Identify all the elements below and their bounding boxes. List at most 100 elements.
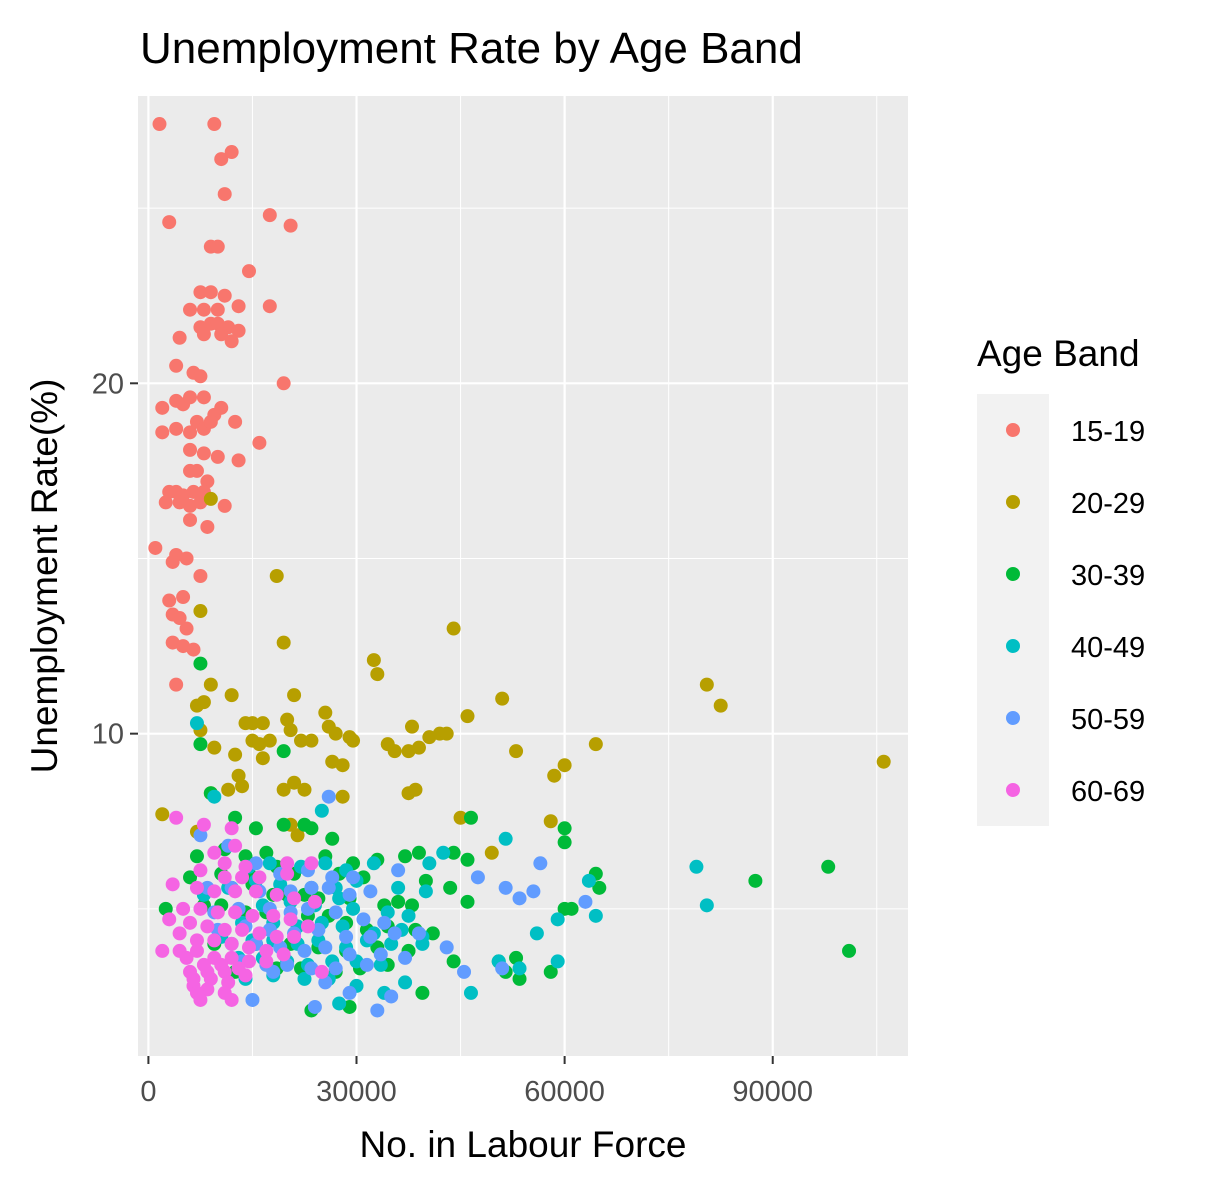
point-30-39 xyxy=(238,849,253,864)
point-20-29 xyxy=(280,712,295,727)
point-60-69 xyxy=(224,992,239,1007)
point-15-19 xyxy=(203,285,218,300)
point-30-39 xyxy=(304,821,319,836)
point-15-19 xyxy=(214,400,229,415)
point-15-19 xyxy=(183,302,198,317)
point-50-59 xyxy=(578,894,593,909)
point-15-19 xyxy=(214,327,229,342)
legend-key-40-49 xyxy=(1006,639,1020,653)
point-30-39 xyxy=(415,985,430,1000)
point-20-29 xyxy=(335,789,350,804)
point-15-19 xyxy=(189,463,204,478)
point-20-29 xyxy=(335,758,350,773)
point-60-69 xyxy=(224,821,239,836)
point-15-19 xyxy=(162,215,177,230)
point-60-69 xyxy=(176,901,191,916)
point-40-49 xyxy=(384,936,399,951)
point-40-49 xyxy=(373,957,388,972)
point-30-39 xyxy=(183,870,198,885)
point-20-29 xyxy=(283,723,298,738)
point-60-69 xyxy=(196,817,211,832)
point-20-29 xyxy=(547,768,562,783)
point-15-19 xyxy=(179,551,194,566)
point-20-29 xyxy=(328,726,343,741)
point-15-19 xyxy=(155,425,170,440)
point-15-19 xyxy=(228,414,243,429)
point-15-19 xyxy=(224,334,239,349)
point-40-49 xyxy=(262,856,277,871)
point-30-39 xyxy=(557,835,572,850)
point-15-19 xyxy=(200,519,215,534)
point-60-69 xyxy=(304,856,319,871)
point-50-59 xyxy=(321,880,336,895)
legend-key-background xyxy=(977,394,1049,826)
point-20-29 xyxy=(370,667,385,682)
point-60-69 xyxy=(217,856,232,871)
data-points xyxy=(148,117,891,1018)
point-20-29 xyxy=(228,747,243,762)
point-50-59 xyxy=(533,856,548,871)
point-20-29 xyxy=(446,621,461,636)
point-40-49 xyxy=(401,908,416,923)
point-15-19 xyxy=(196,446,211,461)
point-20-29 xyxy=(221,782,236,797)
point-60-69 xyxy=(245,908,260,923)
point-20-29 xyxy=(255,751,270,766)
point-60-69 xyxy=(183,915,198,930)
point-60-69 xyxy=(235,870,250,885)
legend-label-60-69: 60-69 xyxy=(1071,776,1145,808)
point-50-59 xyxy=(363,929,378,944)
y-axis-title: Unemployment Rate(%) xyxy=(24,379,65,774)
point-20-29 xyxy=(238,716,253,731)
y-tick-label: 20 xyxy=(92,368,124,400)
point-15-19 xyxy=(169,421,184,436)
point-30-39 xyxy=(821,859,836,874)
point-20-29 xyxy=(294,733,309,748)
point-20-29 xyxy=(276,635,291,650)
point-20-29 xyxy=(484,845,499,860)
point-40-49 xyxy=(689,859,704,874)
point-50-59 xyxy=(498,880,513,895)
point-60-69 xyxy=(172,926,187,941)
point-40-49 xyxy=(335,919,350,934)
point-30-39 xyxy=(509,950,524,965)
point-20-29 xyxy=(387,744,402,759)
point-50-59 xyxy=(439,940,454,955)
point-40-49 xyxy=(550,912,565,927)
point-50-59 xyxy=(328,905,343,920)
point-30-39 xyxy=(398,849,413,864)
point-60-69 xyxy=(259,954,274,969)
point-60-69 xyxy=(228,884,243,899)
point-20-29 xyxy=(408,782,423,797)
point-60-69 xyxy=(300,919,315,934)
point-30-39 xyxy=(259,845,274,860)
point-40-49 xyxy=(380,905,395,920)
point-60-69 xyxy=(207,845,222,860)
point-15-19 xyxy=(224,145,239,160)
point-60-69 xyxy=(169,810,184,825)
y-axis-ticks: 10 20 xyxy=(92,368,138,751)
point-50-59 xyxy=(495,961,510,976)
point-60-69 xyxy=(210,905,225,920)
point-15-19 xyxy=(162,593,177,608)
point-15-19 xyxy=(217,498,232,513)
point-15-19 xyxy=(183,425,198,440)
point-50-59 xyxy=(318,940,333,955)
point-15-19 xyxy=(283,218,298,233)
point-20-29 xyxy=(366,653,381,668)
point-30-39 xyxy=(543,964,558,979)
point-20-29 xyxy=(203,491,218,506)
point-60-69 xyxy=(259,943,274,958)
point-15-19 xyxy=(165,554,180,569)
point-60-69 xyxy=(228,905,243,920)
point-60-69 xyxy=(203,971,218,986)
point-15-19 xyxy=(193,569,208,583)
point-30-39 xyxy=(248,821,263,836)
point-50-59 xyxy=(280,957,295,972)
point-60-69 xyxy=(248,884,263,899)
point-30-39 xyxy=(158,901,173,916)
point-15-19 xyxy=(196,302,211,317)
point-15-19 xyxy=(183,442,198,457)
point-30-39 xyxy=(512,971,527,986)
point-15-19 xyxy=(262,208,277,223)
